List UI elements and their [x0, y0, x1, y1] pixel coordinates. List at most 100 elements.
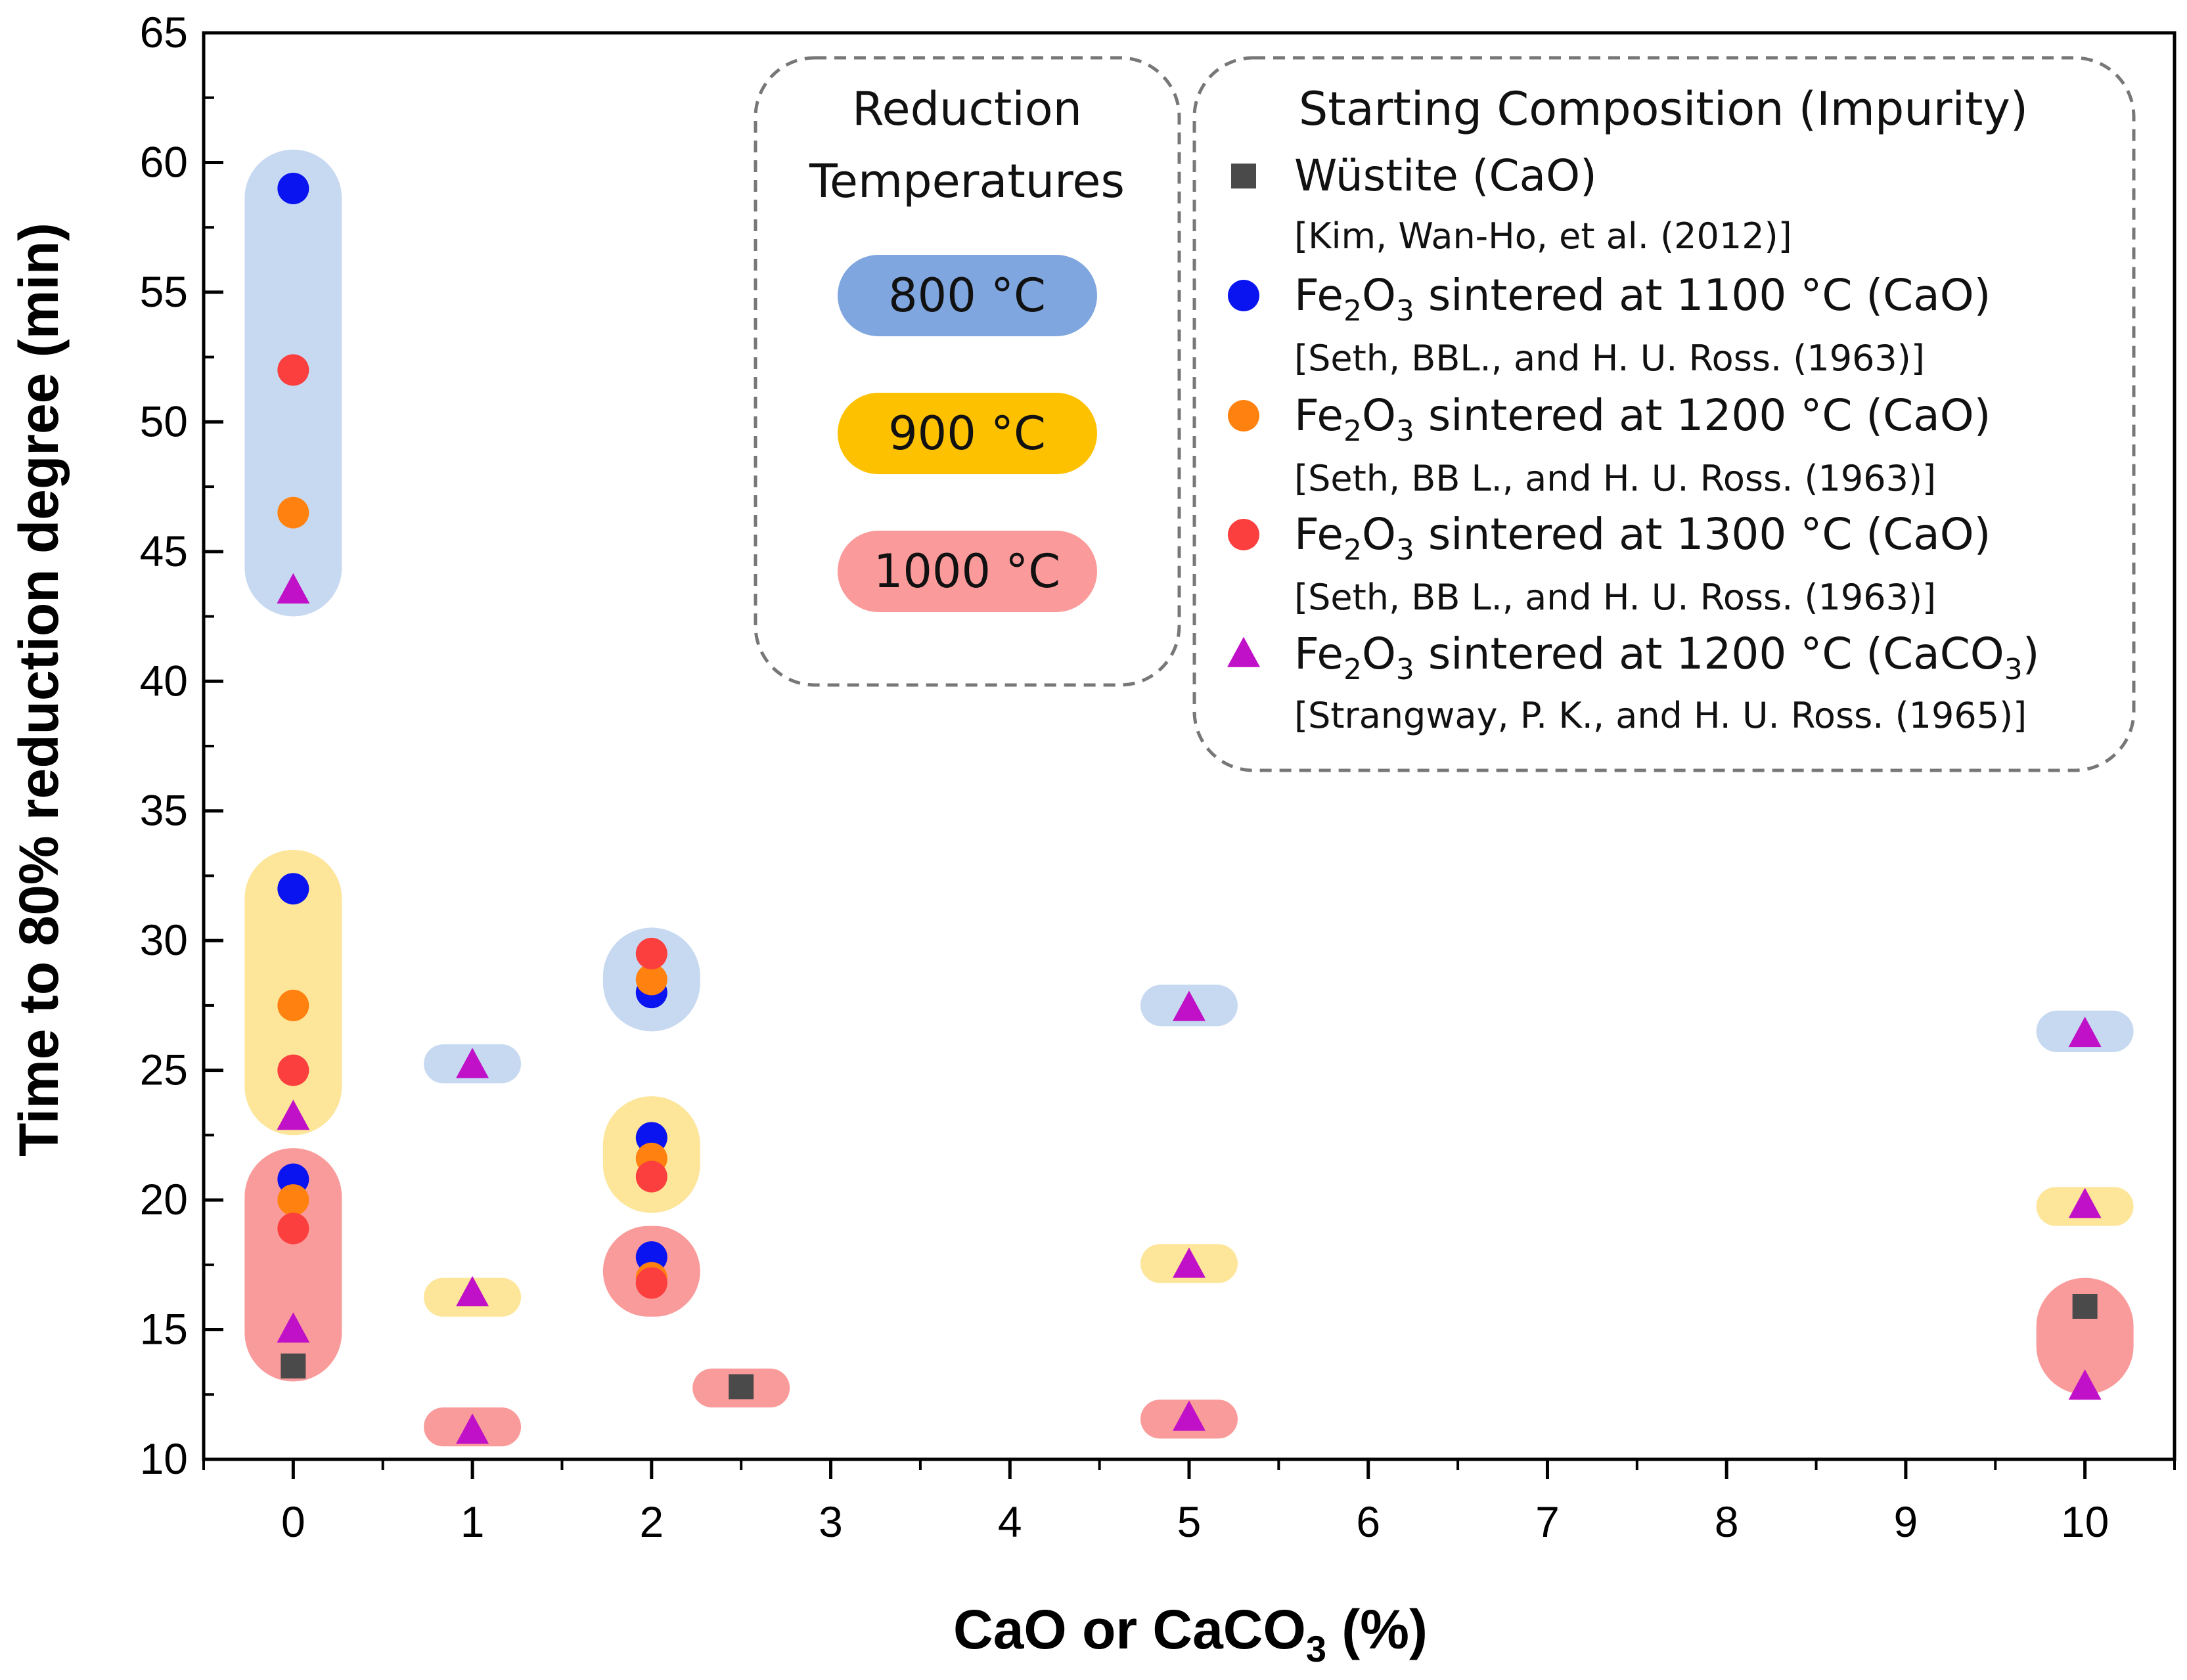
data-markers: [277, 172, 2102, 1444]
legend-composition-label-2-part-2: O: [1362, 390, 1396, 441]
legend-composition-label-4: Fe2O3 sintered at 1200 °C (CaCO3): [1294, 629, 2039, 686]
x-tick-label-7: 7: [1535, 1497, 1560, 1546]
legend-temperatures-title-line2: Temperatures: [809, 154, 1125, 208]
legend-composition-label-2: Fe2O3 sintered at 1200 °C (CaO): [1294, 390, 1991, 448]
marker-s4-p5: [456, 1413, 489, 1444]
temperature-band-2: [244, 1148, 342, 1382]
legend-composition-marker-1: [1228, 280, 1259, 311]
legend-composition-label-4-part-3: 3: [1396, 653, 1414, 686]
x-tick-label-0: 0: [281, 1497, 305, 1546]
y-tick-label-55: 55: [140, 267, 188, 316]
legend-composition-marker-4: [1227, 636, 1260, 667]
y-tick-label-25: 25: [140, 1046, 188, 1094]
legend-composition-label-1-part-1: 2: [1343, 294, 1362, 328]
x-tick-label-1: 1: [461, 1497, 485, 1546]
marker-s4-p7: [1173, 1247, 1206, 1278]
legend-composition-label-4-part-1: 2: [1343, 653, 1362, 686]
marker-s4-p6: [1173, 990, 1206, 1021]
marker-s4-p3: [456, 1048, 489, 1078]
legend-composition-label-3-part-0: Fe: [1294, 509, 1343, 560]
marker-s0-p1: [729, 1374, 754, 1400]
legend-temperature-chip-1: [838, 393, 1097, 474]
legend-temperature-label-2: 1000 °C: [874, 544, 1060, 598]
legend-composition-label-0-part-0: Wüstite (CaO): [1294, 150, 1597, 201]
marker-s3-p4: [635, 1161, 667, 1193]
legend-temperature-label-0: 800 °C: [888, 269, 1046, 322]
marker-s4-p1: [277, 1099, 310, 1130]
y-tick-label-60: 60: [140, 137, 188, 186]
legend-composition-marker-0: [1231, 164, 1256, 188]
marker-s0-p2: [2072, 1294, 2098, 1319]
x-tick-label-4: 4: [998, 1497, 1022, 1546]
y-tick-label-40: 40: [140, 656, 188, 705]
y-tick-label-30: 30: [140, 916, 188, 964]
legend-temperatures-title-line1: Reduction: [852, 82, 1082, 136]
x-tick-label-8: 8: [1715, 1497, 1739, 1546]
legend-temperature-chip-2: [838, 531, 1097, 612]
legend-composition-label-1-part-4: sintered at 1100 °C (CaO): [1414, 270, 1991, 321]
marker-s3-p5: [635, 1267, 667, 1299]
marker-s2-p1: [277, 989, 309, 1021]
legend-composition-label-1: Fe2O3 sintered at 1100 °C (CaO): [1294, 270, 1991, 328]
x-tick-label-5: 5: [1177, 1497, 1202, 1546]
marker-s4-p2: [277, 1312, 310, 1343]
legend-temperature-chip-0: [838, 255, 1097, 336]
marker-s0-p0: [281, 1353, 306, 1379]
legend-starting-composition: Starting Composition (Impurity) Wüstite (…: [1192, 56, 2136, 772]
marker-s3-p1: [277, 1054, 309, 1086]
x-axis-label: CaO or CaCO3 (%): [953, 1599, 1428, 1669]
marker-s2-p2: [277, 1184, 309, 1216]
marker-s4-p0: [277, 573, 310, 604]
marker-s3-p0: [277, 354, 309, 386]
temperature-band-15: [2036, 1277, 2134, 1395]
legend-composition-label-2-part-3: 3: [1396, 414, 1414, 448]
y-tick-label-10: 10: [140, 1434, 188, 1483]
y-axis-label: Time to 80% reduction degree (min): [8, 223, 70, 1157]
legend-composition-ref-0: [Kim, Wan-Ho, et al. (2012)]: [1294, 215, 1792, 257]
marker-s3-p2: [277, 1212, 309, 1245]
x-tick-label-2: 2: [639, 1497, 664, 1546]
marker-s1-p0: [277, 172, 309, 204]
y-tick-label-20: 20: [140, 1175, 188, 1224]
x-axis-label-subscript: 3: [1306, 1628, 1326, 1669]
y-tick-label-45: 45: [140, 527, 188, 575]
marker-s3-p3: [635, 937, 667, 969]
legend-composition-label-3-part-1: 2: [1343, 533, 1362, 567]
legend-composition-label-1-part-3: 3: [1396, 294, 1414, 328]
legend-composition-label-4-part-2: O: [1362, 629, 1396, 679]
legend-composition-ref-1: [Seth, BBL., and H. U. Ross. (1963)]: [1294, 338, 1925, 379]
legend-composition-label-1-part-0: Fe: [1294, 270, 1343, 321]
temperature-bands: [244, 149, 2134, 1447]
x-tick-label-9: 9: [1894, 1497, 1918, 1546]
legend-composition-ref-3: [Seth, BB L., and H. U. Ross. (1963)]: [1294, 577, 1936, 618]
marker-s1-p1: [277, 873, 309, 905]
legend-composition-ref-2: [Seth, BB L., and H. U. Ross. (1963)]: [1294, 458, 1936, 499]
x-tick-label-3: 3: [819, 1497, 843, 1546]
marker-s2-p3: [635, 963, 667, 996]
x-tick-label-6: 6: [1356, 1497, 1380, 1546]
legend-composition-label-2-part-4: sintered at 1200 °C (CaO): [1414, 390, 1991, 441]
legend-composition-label-0: Wüstite (CaO): [1294, 150, 1597, 201]
legend-composition-label-2-part-0: Fe: [1294, 390, 1343, 441]
marker-s2-p0: [277, 497, 309, 529]
legend-reduction-temperatures: Reduction Temperatures 800 °C 900 °C 1000 °C: [754, 56, 1181, 687]
marker-s4-p10: [2068, 1187, 2102, 1218]
legend-temperature-label-1: 900 °C: [888, 407, 1046, 460]
marker-s4-p9: [2068, 1016, 2102, 1048]
x-tick-label-10: 10: [2061, 1497, 2109, 1546]
legend-composition-label-3-part-2: O: [1362, 509, 1396, 560]
legend-composition-marker-2: [1228, 400, 1259, 431]
legend-composition-label-4-part-6: ): [2023, 629, 2040, 679]
legend-composition-label-2-part-1: 2: [1343, 414, 1362, 448]
x-axis-label-main: CaO or CaCO: [953, 1599, 1306, 1660]
legend-composition-label-1-part-2: O: [1362, 270, 1396, 321]
legend-composition-label-3-part-3: 3: [1396, 533, 1414, 567]
legend-composition-label-4-part-4: sintered at 1200 °C (CaCO: [1414, 629, 2004, 679]
legend-composition-label-3: Fe2O3 sintered at 1300 °C (CaO): [1294, 509, 1991, 567]
y-tick-label-65: 65: [140, 8, 188, 56]
legend-composition-label-4-part-0: Fe: [1294, 629, 1343, 679]
legend-composition-label-4-part-5: 3: [2004, 653, 2023, 686]
y-tick-label-15: 15: [140, 1305, 188, 1354]
